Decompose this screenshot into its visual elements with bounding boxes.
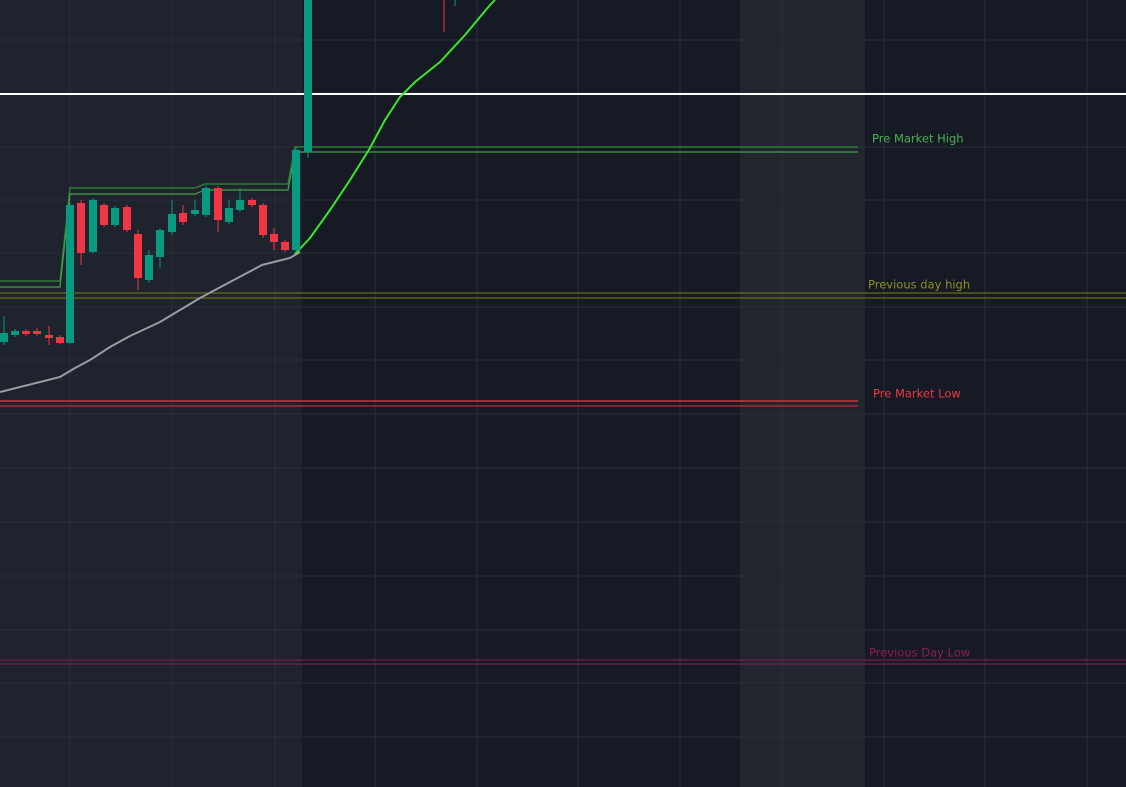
candle-body	[33, 331, 41, 334]
candles	[0, 0, 456, 345]
candle-body	[111, 208, 119, 225]
level-label: Previous Day Low	[869, 646, 970, 660]
candle-body	[156, 230, 164, 257]
candle-body	[100, 205, 108, 225]
candle-body	[77, 203, 85, 253]
candle-body	[123, 207, 131, 230]
candle-body	[236, 200, 244, 210]
session-shade	[740, 0, 865, 787]
candle-body	[259, 205, 267, 235]
level-label: Previous day high	[868, 278, 970, 292]
candle-body	[45, 335, 53, 338]
candle-body	[22, 331, 30, 334]
candle-body	[304, 0, 312, 152]
session-shade	[0, 0, 302, 787]
candle-body	[11, 331, 19, 335]
moving-average	[294, 0, 496, 255]
candle-body	[225, 208, 233, 222]
candle-body	[66, 205, 74, 343]
candle-body	[0, 333, 8, 342]
candle-body	[202, 188, 210, 215]
level-label: Pre Market Low	[873, 387, 961, 401]
candle-body	[248, 200, 256, 205]
candle-body	[270, 234, 278, 242]
candle-body	[168, 214, 176, 232]
candle-body	[145, 255, 153, 280]
level-label: Pre Market High	[872, 132, 964, 146]
indicators	[0, 0, 1126, 665]
candle-body	[191, 210, 199, 214]
moving-average	[0, 251, 301, 393]
candle-body	[179, 213, 187, 222]
candle-body	[214, 188, 222, 220]
candle-body	[134, 234, 142, 278]
candle-body	[56, 337, 64, 343]
candle-body	[89, 200, 97, 252]
candle-body	[281, 242, 289, 250]
candle-body	[292, 150, 300, 250]
